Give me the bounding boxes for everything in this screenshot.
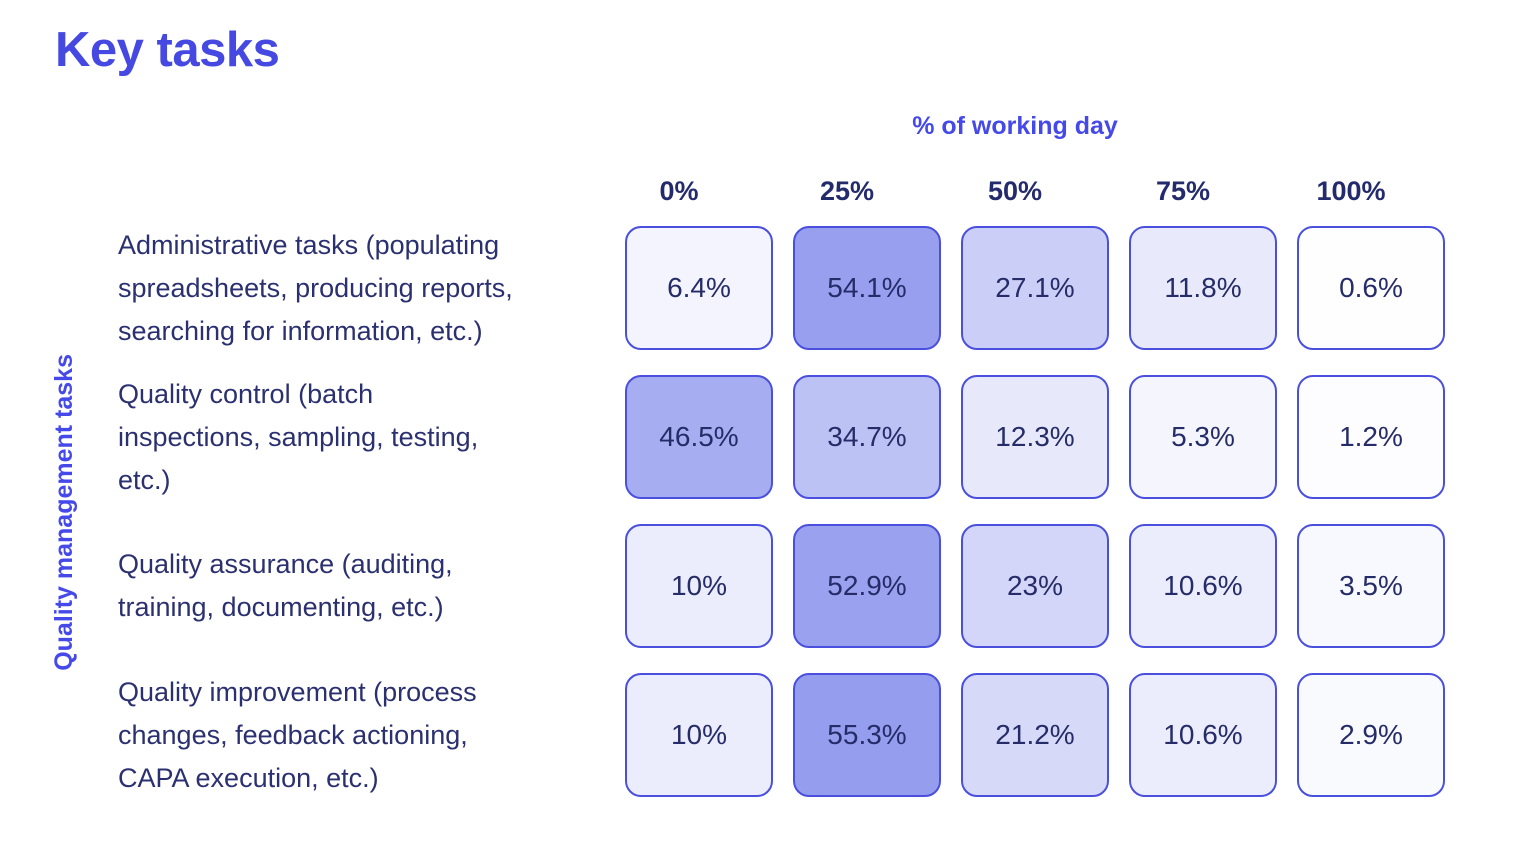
heatmap-grid: Administrative tasks (populating spreads… bbox=[118, 226, 1445, 822]
heatmap-cell: 54.1% bbox=[793, 226, 941, 350]
column-header: 75% bbox=[1155, 176, 1211, 206]
heatmap-cell: 27.1% bbox=[961, 226, 1109, 350]
row-label: Quality improvement (process changes, fe… bbox=[118, 676, 477, 793]
row-label: Quality assurance (auditing, training, d… bbox=[118, 549, 453, 622]
heatmap-cell: 11.8% bbox=[1129, 226, 1277, 350]
heatmap-cell: 3.5% bbox=[1297, 524, 1445, 648]
heatmap-cell: 46.5% bbox=[625, 375, 773, 499]
heatmap-cell: 23% bbox=[961, 524, 1109, 648]
heatmap-cell: 10% bbox=[625, 524, 773, 648]
heatmap-cell: 21.2% bbox=[961, 673, 1109, 797]
column-header: 50% bbox=[987, 176, 1043, 206]
row-label: Quality control (batch inspections, samp… bbox=[118, 378, 479, 495]
heatmap-cell: 10.6% bbox=[1129, 673, 1277, 797]
heatmap-cell: 5.3% bbox=[1129, 375, 1277, 499]
y-axis-title: Quality management tasks bbox=[49, 354, 78, 671]
heatmap-cell: 10% bbox=[625, 673, 773, 797]
heatmap-row: Quality control (batch inspections, samp… bbox=[118, 375, 1445, 499]
heatmap-cell: 12.3% bbox=[961, 375, 1109, 499]
heatmap-cell: 52.9% bbox=[793, 524, 941, 648]
page-title: Key tasks bbox=[55, 23, 280, 77]
row-label: Administrative tasks (populating spreads… bbox=[118, 229, 513, 346]
y-axis-title-wrap: Quality management tasks bbox=[36, 226, 92, 799]
heatmap-row: Administrative tasks (populating spreads… bbox=[118, 226, 1445, 350]
column-header: 0% bbox=[659, 176, 699, 206]
heatmap-cell: 2.9% bbox=[1297, 673, 1445, 797]
x-axis-title: % of working day bbox=[912, 112, 1118, 140]
heatmap-cell: 1.2% bbox=[1297, 375, 1445, 499]
heatmap-cell: 6.4% bbox=[625, 226, 773, 350]
heatmap-cell: 55.3% bbox=[793, 673, 941, 797]
heatmap-cell: 0.6% bbox=[1297, 226, 1445, 350]
heatmap-cell: 34.7% bbox=[793, 375, 941, 499]
heatmap-cell: 10.6% bbox=[1129, 524, 1277, 648]
heatmap-row: Quality improvement (process changes, fe… bbox=[118, 673, 1445, 797]
column-header: 100% bbox=[1316, 176, 1386, 206]
column-headers: 0% 25% 50% 75% 100% bbox=[605, 176, 1425, 207]
heatmap-row: Quality assurance (auditing, training, d… bbox=[118, 524, 1445, 648]
column-header: 25% bbox=[819, 176, 875, 206]
